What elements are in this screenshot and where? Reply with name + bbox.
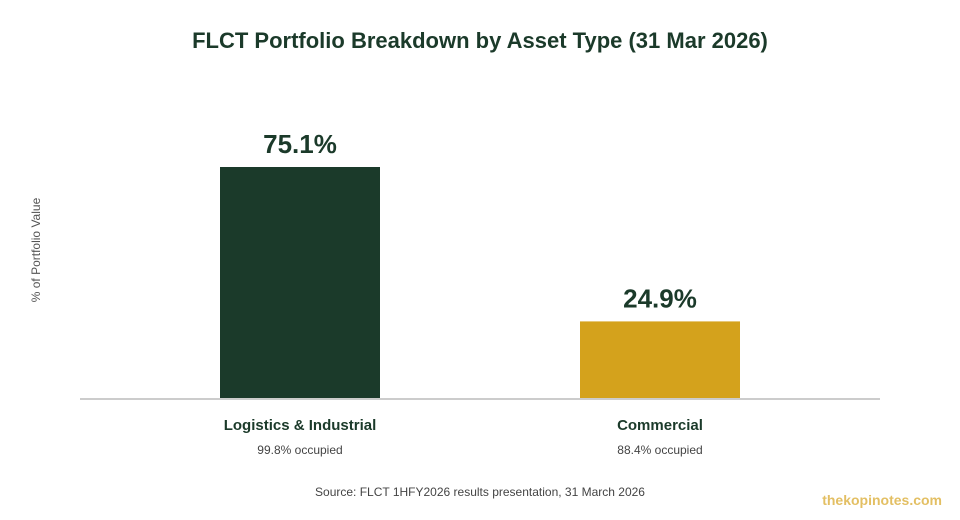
- bar-1: [580, 321, 740, 398]
- category-subtitle-0: 99.8% occupied: [257, 443, 343, 457]
- bar-value-label-1: 24.9%: [623, 283, 697, 313]
- source-note: Source: FLCT 1HFY2026 results presentati…: [315, 485, 645, 499]
- category-label-0: Logistics & Industrial: [223, 417, 377, 434]
- category-label-1: Commercial: [617, 417, 703, 434]
- bar-value-label-0: 75.1%: [263, 129, 337, 159]
- category-subtitle-1: 88.4% occupied: [617, 443, 703, 457]
- watermark: thekopinotes.com: [822, 492, 942, 508]
- chart-title: FLCT Portfolio Breakdown by Asset Type (…: [192, 28, 768, 53]
- bar-0: [220, 167, 380, 398]
- bars-group: 75.1% 24.9%: [220, 129, 740, 398]
